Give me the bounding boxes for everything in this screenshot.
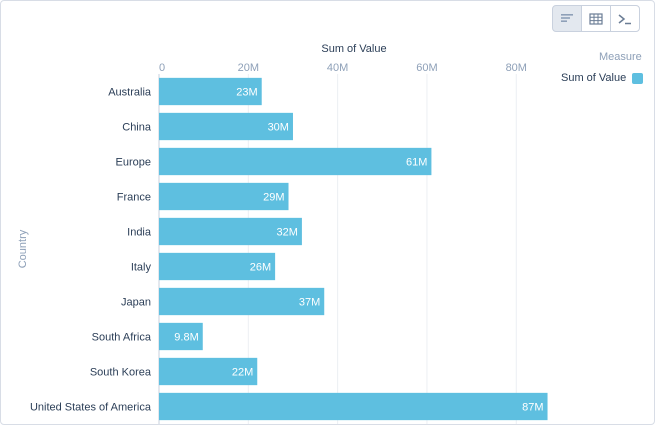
view-toolbar [552, 5, 640, 32]
legend-title: Measure [599, 51, 642, 63]
table-icon [589, 12, 603, 25]
legend-entry[interactable]: Sum of Value [561, 72, 644, 84]
bar[interactable] [159, 77, 262, 106]
table-view-button[interactable] [581, 5, 611, 32]
bar-value-label: 87M [522, 402, 543, 414]
bar[interactable] [159, 112, 293, 141]
category-label: South Korea [90, 367, 152, 379]
category-label: Italy [131, 262, 152, 274]
x-tick-label: 80M [506, 62, 527, 74]
bar-value-label: 9.8M [174, 332, 198, 344]
legend-swatch [632, 72, 644, 84]
bar-value-label: 61M [406, 157, 427, 169]
category-label: South Africa [92, 332, 152, 344]
query-view-button[interactable] [610, 5, 640, 32]
bar-value-label: 30M [268, 122, 289, 134]
category-label: China [122, 122, 152, 134]
bar[interactable] [159, 182, 289, 211]
x-tick-label: 60M [416, 62, 437, 74]
legend-label: Sum of Value [561, 72, 627, 84]
category-label: Japan [121, 297, 151, 309]
bar-value-label: 23M [236, 87, 257, 99]
bar[interactable] [159, 147, 432, 176]
bar-value-label: 32M [277, 227, 298, 239]
x-axis-title: Sum of Value [321, 43, 386, 55]
bar[interactable] [159, 322, 203, 351]
bar[interactable] [159, 392, 548, 421]
bar[interactable] [159, 287, 325, 316]
x-tick-label: 0 [159, 62, 165, 74]
bar-value-label: 22M [232, 367, 253, 379]
chart-view-button[interactable] [552, 5, 582, 32]
x-tick-label: 40M [327, 62, 348, 74]
category-label: United States of America [30, 402, 152, 414]
terminal-icon [618, 13, 631, 24]
bar-value-label: 29M [263, 192, 284, 204]
bar[interactable] [159, 217, 302, 246]
category-label: Australia [108, 87, 152, 99]
bar-value-label: 26M [250, 262, 271, 274]
category-label: Europe [116, 157, 151, 169]
bar-value-label: 37M [299, 297, 320, 309]
bar-chart-icon [561, 13, 573, 22]
bar[interactable] [159, 357, 258, 386]
category-label: India [127, 227, 152, 239]
category-label: France [117, 192, 151, 204]
x-tick-label: 20M [238, 62, 259, 74]
bar[interactable] [159, 252, 276, 281]
